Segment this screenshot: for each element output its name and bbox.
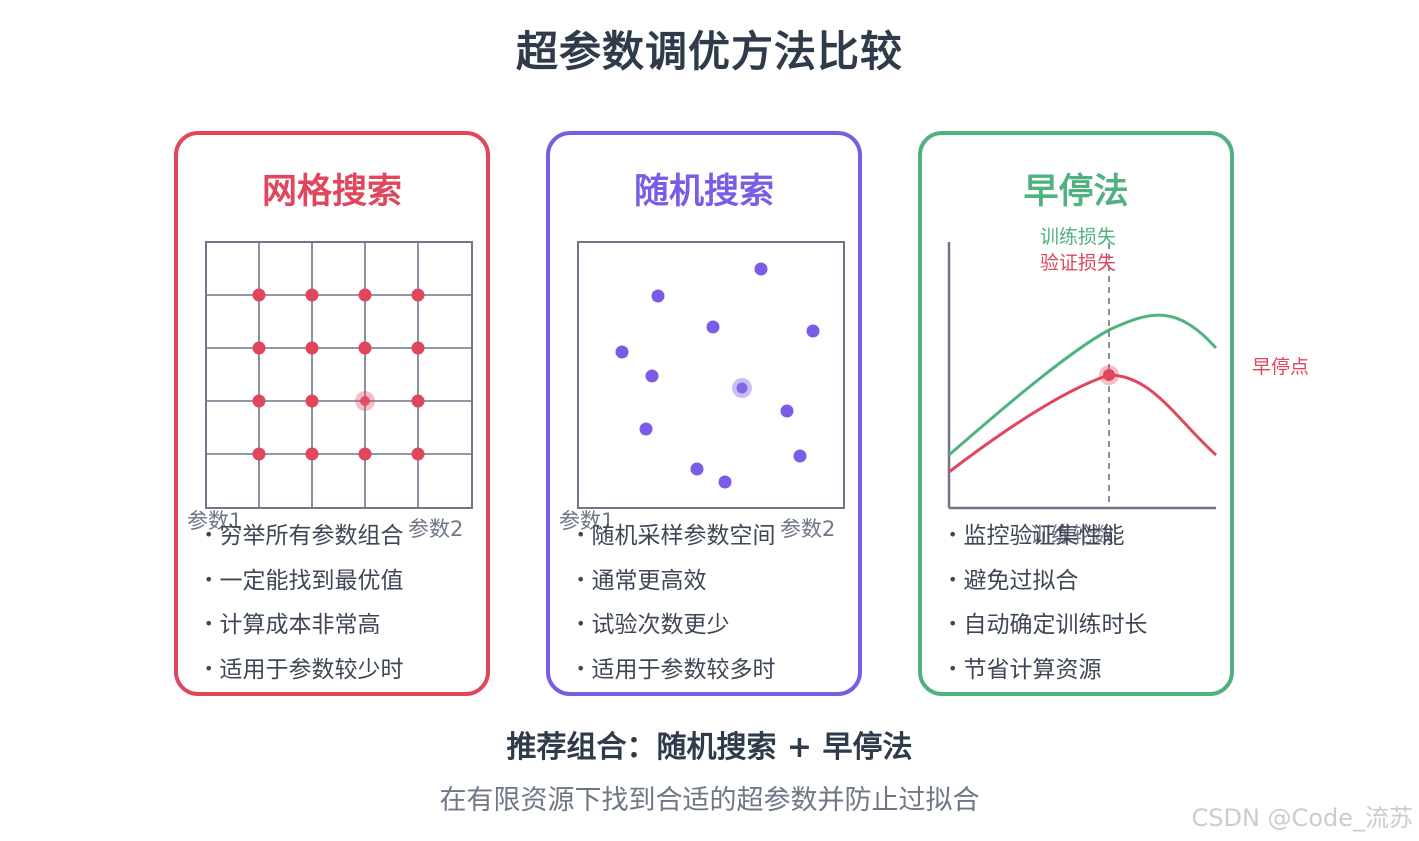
grid-point — [305, 394, 319, 408]
training-loss-legend: 训练损失 — [1040, 226, 1117, 248]
random-y-axis-label: 参数1 — [559, 509, 615, 533]
list-item: • 计算成本非常高 — [204, 612, 381, 638]
random-bullet-list: • 随机采样参数空间 • 通常更高效 • 试验次数更少 • 适用于参数较多时 — [576, 517, 775, 695]
grid-x-axis-label: 参数2 — [408, 517, 464, 541]
recommendation: 推荐组合：随机搜索 + 早停法 — [506, 730, 913, 765]
grid-point — [411, 447, 425, 461]
list-item: • 适用于参数较少时 — [204, 656, 404, 683]
grid-y-axis-label: 参数1 — [187, 509, 243, 533]
validation-loss-legend: 验证损失 — [1040, 252, 1117, 274]
random-point — [780, 404, 794, 418]
grid-search-card: 网格搜索 参数1 参数2 • 穷举所有参数组合 • 一定能找到最优值 • 计算成本非常… — [174, 131, 490, 696]
early-stop-point-label: 早停点 — [1252, 356, 1310, 378]
random-point — [793, 449, 807, 463]
grid-point — [252, 288, 266, 302]
grid-point — [252, 447, 266, 461]
early-stop-point — [1103, 369, 1115, 381]
list-item: • 自动确定训练时长 — [948, 612, 1148, 638]
training-loss-curve — [948, 313, 1218, 457]
watermark: CSDN @Code_流苏 — [1191, 804, 1414, 832]
random-point — [690, 462, 704, 476]
validation-loss-curve — [948, 373, 1218, 474]
list-item: • 节省计算资源 — [948, 656, 1102, 683]
grid-point — [411, 394, 425, 408]
random-best-point — [736, 382, 748, 394]
grid-point — [305, 288, 319, 302]
random-point — [718, 475, 732, 489]
grid-search-diagram — [205, 241, 473, 509]
grid-point — [305, 341, 319, 355]
grid-point — [252, 394, 266, 408]
grid-search-title: 网格搜索 — [261, 172, 402, 212]
grid-best-point — [360, 396, 370, 406]
random-point — [754, 262, 768, 276]
early-stopping-card: 早停法 训练损失 验证损失 训练轮数 • 监控验证集性能 • 避免过拟合 • 自动确定… — [918, 131, 1234, 696]
random-point — [651, 289, 665, 303]
grid-point — [411, 341, 425, 355]
page-title: 超参数调优方法比较 — [515, 27, 903, 76]
grid-point — [411, 288, 425, 302]
list-item: • 适用于参数较多时 — [576, 656, 776, 683]
random-search-diagram — [577, 241, 845, 509]
grid-point — [305, 447, 319, 461]
list-item: • 穷举所有参数组合 — [204, 523, 404, 549]
random-x-axis-label: 参数2 — [780, 517, 836, 541]
list-item: • 避免过拟合 — [948, 567, 1079, 594]
grid-bullet-list: • 穷举所有参数组合 • 一定能找到最优值 • 计算成本非常高 • 适用于参数较少时 — [204, 517, 403, 695]
list-item: • 试验次数更少 — [576, 612, 730, 638]
random-point — [615, 345, 629, 359]
grid-point — [252, 341, 266, 355]
random-point — [639, 422, 653, 436]
random-point — [806, 324, 820, 338]
early-x-axis-label: 训练轮数 — [1030, 523, 1114, 547]
grid-point — [358, 288, 372, 302]
grid-point — [358, 447, 372, 461]
early-bullet-list: • 监控验证集性能 • 避免过拟合 • 自动确定训练时长 • 节省计算资源 — [948, 517, 1147, 695]
early-stopping-diagram — [947, 242, 1218, 510]
list-item: • 一定能找到最优值 — [204, 567, 404, 594]
early-stopping-title: 早停法 — [1023, 172, 1129, 212]
subtitle: 在有限资源下找到合适的超参数并防止过拟合 — [439, 785, 980, 816]
grid-point — [358, 341, 372, 355]
list-item: • 监控验证集性能 — [948, 523, 1125, 549]
list-item: • 通常更高效 — [576, 567, 707, 594]
random-point — [706, 320, 720, 334]
random-search-title: 随机搜索 — [633, 172, 774, 212]
random-point — [645, 369, 659, 383]
random-search-card: 随机搜索 参数1 参数2 • 随机采样参数空间 • 通常更高效 • 试验次数更少 • 适… — [546, 131, 862, 696]
list-item: • 随机采样参数空间 — [576, 523, 776, 549]
